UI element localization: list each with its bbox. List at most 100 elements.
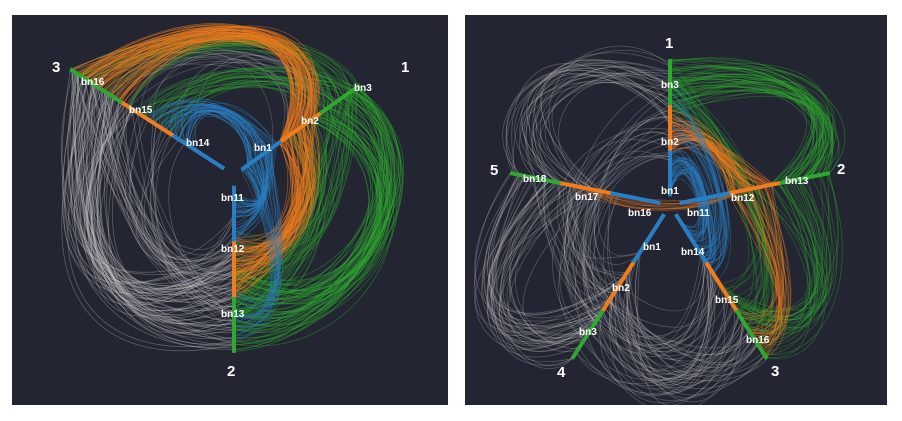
link-gray	[520, 62, 671, 184]
link-blue	[669, 129, 720, 262]
link-green	[732, 182, 810, 327]
link-gray	[70, 69, 235, 262]
link-gray	[91, 82, 235, 297]
link-green	[669, 81, 757, 328]
link-gray	[151, 122, 235, 277]
link-blue	[669, 157, 709, 234]
link-green	[233, 115, 378, 293]
link-green	[669, 67, 815, 183]
link-orange	[764, 185, 784, 357]
link-gray	[86, 82, 235, 312]
link-gray	[500, 179, 606, 341]
link-green	[233, 103, 389, 316]
link-green	[233, 85, 383, 294]
link-orange	[233, 132, 299, 253]
link-green	[669, 86, 817, 181]
link-gray	[484, 175, 591, 353]
link-green	[669, 81, 829, 178]
link-gray	[90, 82, 235, 274]
link-gray	[614, 263, 716, 368]
link-gray	[509, 184, 579, 349]
link-green	[754, 187, 812, 358]
link-gray	[151, 124, 235, 318]
link-green	[233, 89, 404, 286]
axis-number-1: 1	[401, 59, 409, 76]
link-orange	[233, 118, 320, 298]
link-gray	[97, 100, 235, 326]
link-blue	[233, 165, 276, 337]
link-green	[233, 118, 394, 347]
link-gray	[82, 110, 235, 287]
link-blue	[669, 168, 717, 260]
link-green	[233, 87, 402, 342]
link-gray	[129, 116, 235, 261]
link-green	[669, 67, 824, 186]
link-green	[669, 85, 834, 175]
link-blue	[669, 172, 701, 241]
link-gray	[67, 72, 235, 300]
axis4-label-bn1: bn1	[643, 242, 661, 253]
left-axes-layer	[69, 67, 362, 353]
link-gray	[84, 103, 235, 291]
link-green	[669, 62, 837, 178]
right-axis-2-segment-1	[679, 191, 731, 206]
link-gray	[96, 100, 235, 290]
link-blue	[669, 120, 725, 268]
link-green	[752, 183, 808, 344]
link-green	[233, 90, 401, 301]
link-orange	[739, 190, 783, 352]
link-orange	[233, 132, 305, 239]
link-gray	[90, 86, 235, 305]
link-green	[724, 176, 834, 317]
link-green	[669, 86, 825, 177]
link-gray	[72, 70, 235, 274]
link-orange	[669, 120, 761, 188]
label-bn16: bn16	[81, 77, 105, 88]
link-gray	[543, 180, 750, 362]
link-gray	[483, 174, 585, 343]
link-green	[233, 95, 389, 296]
link-orange	[749, 188, 780, 333]
link-green	[233, 95, 382, 344]
link-green	[139, 75, 350, 115]
link-green	[233, 85, 392, 305]
link-gray	[626, 262, 709, 386]
link-gray	[581, 189, 755, 376]
link-green	[233, 96, 379, 337]
link-orange	[585, 187, 732, 210]
link-orange	[750, 188, 789, 335]
link-gray	[519, 74, 671, 184]
link-green	[142, 66, 356, 117]
link-gray	[90, 82, 235, 313]
link-green	[753, 180, 827, 340]
link-green	[669, 71, 772, 336]
link-orange	[740, 189, 778, 319]
link-green	[669, 80, 830, 181]
link-gray	[540, 66, 671, 192]
link-green	[725, 184, 818, 320]
link-gray	[623, 259, 739, 380]
link-gray	[491, 174, 622, 315]
link-blue	[233, 164, 272, 320]
link-gray	[91, 111, 235, 345]
link-gray	[525, 67, 671, 179]
link-gray	[68, 73, 235, 312]
right-axis-2-segment-2	[729, 181, 781, 196]
link-green	[152, 66, 350, 123]
link-green	[669, 76, 813, 183]
link-gray	[584, 335, 753, 405]
link-green	[233, 102, 382, 326]
link-gray	[85, 78, 235, 313]
link-orange	[669, 119, 737, 192]
link-blue	[233, 167, 282, 308]
link-gray	[564, 106, 671, 295]
link-green	[739, 183, 829, 321]
link-green	[233, 104, 334, 320]
link-blue	[233, 150, 283, 327]
link-blue	[669, 125, 726, 273]
link-green	[233, 89, 396, 294]
link-green	[233, 115, 371, 310]
link-blue	[669, 73, 725, 272]
link-gray	[61, 74, 235, 284]
link-blue	[233, 164, 279, 337]
